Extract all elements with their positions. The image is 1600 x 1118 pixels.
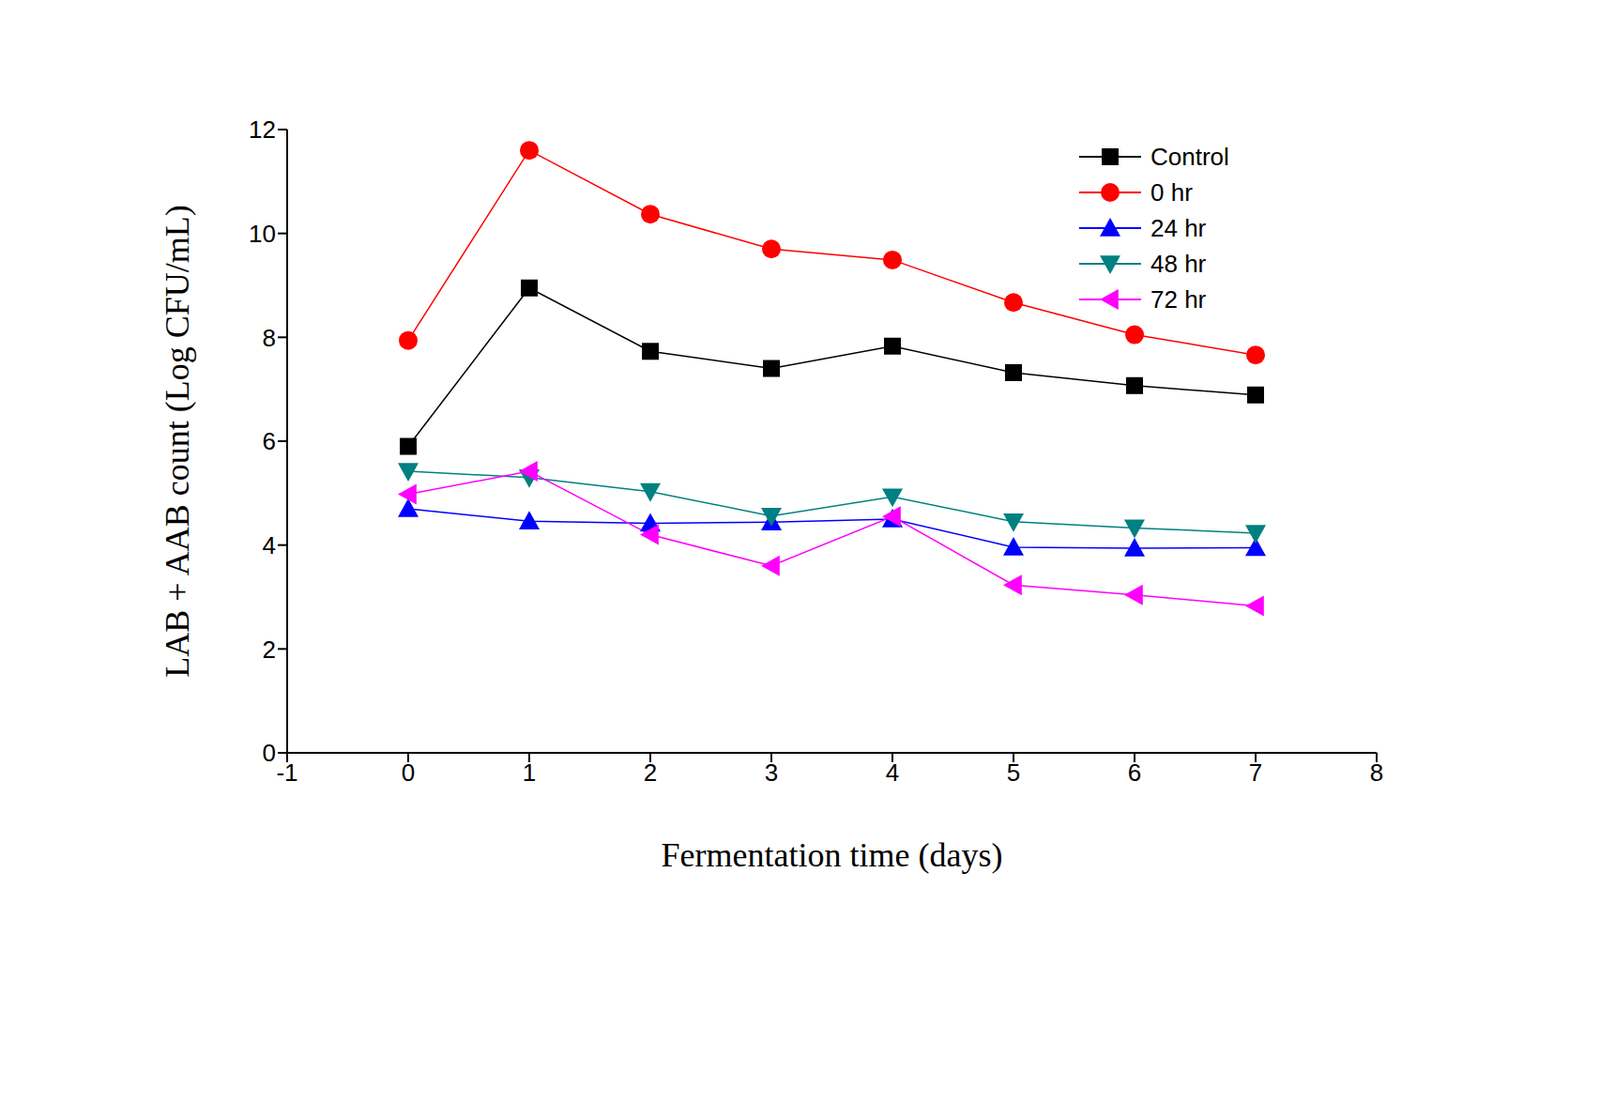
svg-text:0: 0	[401, 758, 415, 787]
svg-text:2: 2	[643, 758, 657, 787]
svg-text:-1: -1	[275, 758, 298, 787]
svg-text:5: 5	[1006, 758, 1021, 787]
svg-text:0: 0	[262, 738, 276, 767]
svg-text:4: 4	[885, 758, 900, 787]
svg-text:7: 7	[1249, 758, 1263, 787]
svg-text:6: 6	[262, 426, 276, 456]
html-text:24 hr: 24 hr	[1150, 213, 1207, 242]
svg-text:1: 1	[522, 758, 536, 787]
svg-text:Fermentation time (days): Fermentation time (days)	[661, 836, 1004, 874]
svg-text:4: 4	[262, 531, 276, 560]
html-text:Control: Control	[1150, 142, 1230, 171]
svg-text:12: 12	[248, 115, 276, 144]
svg-text:8: 8	[262, 323, 276, 352]
svg-text:10: 10	[248, 219, 276, 248]
html-text:0 hr: 0 hr	[1150, 177, 1193, 206]
html-text:48 hr: 48 hr	[1150, 249, 1207, 278]
html-text:72 hr: 72 hr	[1150, 284, 1207, 313]
svg-text:3: 3	[764, 758, 778, 787]
svg-text:LAB + AAB count (Log CFU/mL): LAB + AAB count (Log CFU/mL)	[158, 204, 197, 677]
svg-text:2: 2	[262, 635, 276, 664]
svg-text:6: 6	[1127, 758, 1142, 787]
svg-text:8: 8	[1370, 758, 1384, 787]
